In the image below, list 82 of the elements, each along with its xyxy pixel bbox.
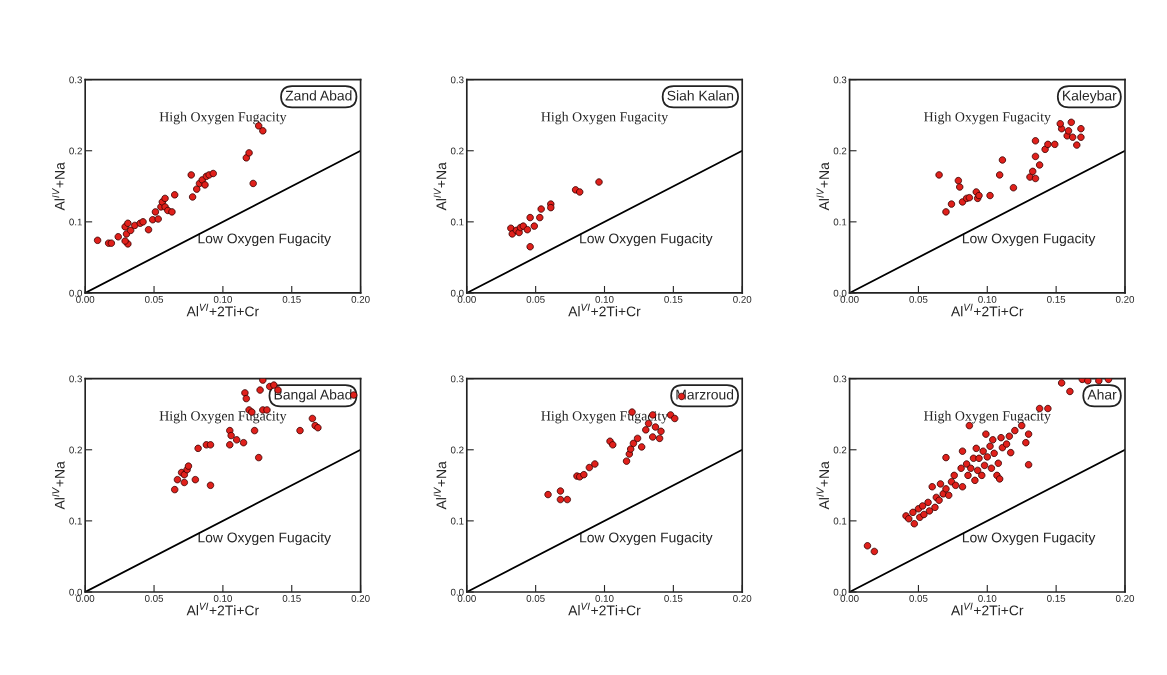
y-axis-title: Al$^{IV}$+Na (52, 162, 65, 211)
x-axis-title: Al$^{VI}$+2Ti+Cr (950, 602, 1024, 616)
x-tick-label: 0.05 (526, 595, 545, 602)
y-tick-label: 0.1 (69, 218, 82, 226)
y-tick-label: 0.1 (69, 517, 82, 525)
y-tick-label: 0.3 (833, 76, 847, 84)
y-tick-label: 0.2 (450, 147, 464, 155)
x-tick-label: 0.20 (1115, 295, 1135, 303)
x-tick-label: 0.20 (733, 595, 752, 602)
y-tick-label: 0.0 (69, 588, 83, 596)
y-tick-label: 0.2 (833, 446, 847, 454)
x-tick-label: 0.10 (213, 295, 232, 303)
x-tick-label: 0.15 (282, 595, 301, 602)
x-tick-label: 0.20 (733, 295, 752, 303)
annotation: High Oxygen Fugacity (541, 410, 669, 424)
x-axis-title: Al$^{VI}$+2Ti+Cr (568, 602, 641, 616)
x-tick-label: 0.20 (351, 595, 370, 602)
x-tick-label: 0.05 (144, 595, 164, 602)
y-tick-label: 0.0 (69, 289, 83, 297)
y-tick-label: 0.3 (69, 76, 82, 84)
x-tick-label: 0.05 (909, 595, 928, 602)
y-tick-label: 0.3 (69, 375, 82, 383)
y-tick-label: 0.1 (833, 517, 847, 525)
y-tick-label: 0.3 (833, 375, 847, 383)
x-tick-label: 0.00 (840, 295, 859, 303)
x-tick-label: 0.10 (978, 595, 997, 602)
x-tick-label: 0.00 (457, 595, 476, 602)
x-tick-label: 0.15 (664, 295, 683, 303)
x-axis-title: Al$^{VI}$+2Ti+Cr (568, 303, 641, 317)
x-tick-label: 0.20 (351, 295, 370, 303)
x-tick-label: 0.15 (664, 595, 683, 602)
y-tick-label: 0.2 (833, 147, 847, 155)
annotation: Low Oxygen Fugacity (198, 233, 331, 247)
y-tick-label: 0.2 (450, 446, 464, 454)
text: Ahar (1087, 389, 1117, 400)
x-tick-label: 0.05 (526, 295, 545, 303)
x-tick-label: 0.00 (76, 295, 95, 303)
y-axis-title: Al$^{IV}$+Na (816, 162, 830, 211)
text: Siah Kalan (667, 90, 734, 101)
y-tick-label: 0.1 (450, 517, 464, 525)
annotation: Low Oxygen Fugacity (580, 233, 713, 247)
y-axis-title: Al$^{IV}$+Na (433, 461, 447, 510)
text: Zand Abad (285, 90, 352, 101)
x-axis-title: Al$^{VI}$+2Ti+Cr (186, 303, 259, 317)
x-axis-title: Al$^{VI}$+2Ti+Cr (950, 303, 1024, 317)
x-axis-title: Al$^{VI}$+2Ti+Cr (186, 602, 259, 616)
x-tick-label: 0.10 (595, 595, 614, 602)
y-axis-title: Al$^{IV}$+Na (816, 461, 830, 510)
y-tick-label: 0.2 (69, 147, 82, 155)
y-axis-title: Al$^{IV}$+Na (52, 461, 65, 510)
text: Kaleybar (1063, 90, 1117, 104)
y-tick-label: 0.0 (450, 588, 464, 596)
x-tick-label: 0.05 (909, 295, 928, 303)
y-axis-title: Al$^{IV}$+Na (433, 162, 447, 211)
x-tick-label: 0.10 (978, 295, 997, 303)
x-tick-label: 0.00 (457, 295, 476, 303)
y-tick-label: 0.0 (450, 289, 464, 297)
annotation: Low Oxygen Fugacity (198, 532, 331, 546)
y-tick-label: 0.1 (833, 218, 847, 226)
y-tick-label: 0.2 (69, 446, 82, 454)
annotation: High Oxygen Fugacity (924, 410, 1051, 424)
y-tick-label: 0.1 (450, 218, 464, 226)
annotation: High Oxygen Fugacity (541, 111, 669, 125)
x-tick-label: 0.15 (1047, 595, 1066, 602)
annotation: Low Oxygen Fugacity (580, 532, 713, 546)
x-tick-label: 0.20 (1115, 595, 1135, 602)
y-tick-label: 0.0 (833, 588, 847, 596)
y-tick-label: 0.3 (450, 375, 464, 383)
x-tick-label: 0.15 (1047, 295, 1066, 303)
x-tick-label: 0.00 (840, 595, 859, 602)
x-tick-label: 0.15 (282, 295, 301, 303)
x-tick-label: 0.00 (76, 595, 95, 602)
annotation: Low Oxygen Fugacity (962, 233, 1096, 247)
annotation: Low Oxygen Fugacity (962, 532, 1096, 546)
x-tick-label: 0.10 (213, 595, 232, 602)
annotation: High Oxygen Fugacity (159, 111, 287, 125)
annotation: High Oxygen Fugacity (159, 410, 287, 424)
x-tick-label: 0.05 (144, 295, 164, 303)
annotation: High Oxygen Fugacity (924, 111, 1051, 125)
x-tick-label: 0.10 (595, 295, 614, 303)
y-tick-label: 0.3 (450, 76, 464, 84)
y-tick-label: 0.0 (833, 289, 847, 297)
